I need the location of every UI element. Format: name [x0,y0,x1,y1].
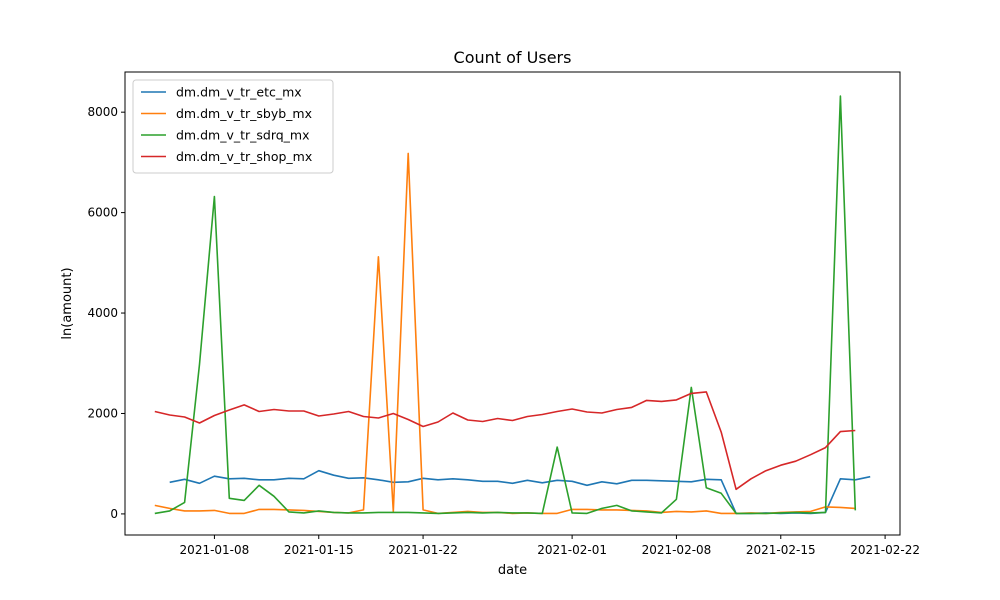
y-tick-label: 2000 [87,406,118,420]
x-tick-label: 2021-02-15 [746,543,816,557]
series-line-1 [169,469,871,515]
chart-title: Count of Users [454,48,572,67]
legend-box [132,79,334,174]
y-tick-label: 6000 [87,206,118,220]
x-axis: 2021-01-08 2021-01-15 2021-01-22 2021-02-01… [180,535,920,557]
legend-label-3: dm.dm_v_tr_sdrq_mx [176,128,310,143]
plot-area: 2021-01-08 2021-01-15 2021-01-22 2021-02-01… [87,71,920,557]
x-tick-label: 2021-02-01 [537,543,607,557]
x-tick-label: 2021-01-22 [388,543,458,557]
y-axis-label: ln(amount) [60,267,75,339]
series-lines [154,95,871,515]
plot-frame [124,71,901,536]
x-tick-label: 2021-02-08 [642,543,712,557]
x-tick-label: 2021-01-15 [284,543,354,557]
legend-label-2: dm.dm_v_tr_sbyb_mx [176,106,312,121]
legend: dm.dm_v_tr_etc_mx dm.dm_v_tr_sbyb_mx dm.dm… [132,79,334,174]
legend-label-4: dm.dm_v_tr_shop_mx [176,149,312,164]
y-axis: 0 2000 4000 6000 8000 [87,105,125,521]
y-tick-label: 4000 [87,306,118,320]
series-line-3 [154,95,857,515]
y-tick-label: 8000 [87,105,118,119]
series-line-2 [154,152,856,515]
x-axis-label: date [498,563,527,578]
series-line-4 [154,391,856,491]
x-tick-label: 2021-02-22 [850,543,920,557]
x-tick-label: 2021-01-08 [180,543,250,557]
y-tick-label: 0 [110,507,118,521]
legend-label-1: dm.dm_v_tr_etc_mx [176,85,302,100]
